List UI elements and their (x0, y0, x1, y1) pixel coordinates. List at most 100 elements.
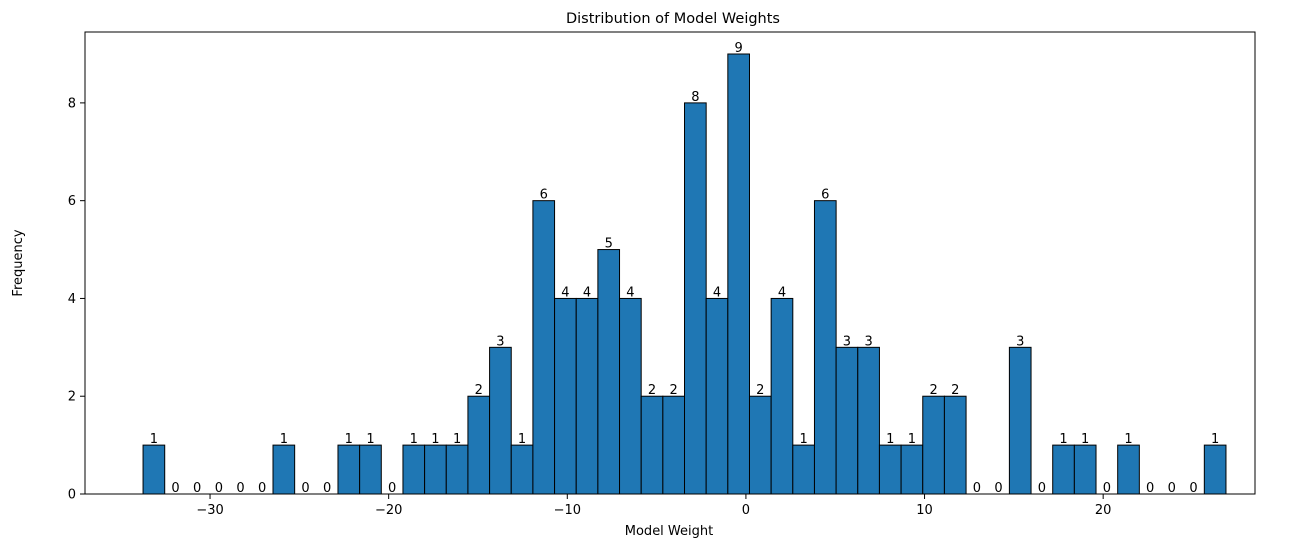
bar-count-label: 1 (150, 432, 158, 447)
bar-count-label: 1 (1124, 432, 1132, 447)
bar-count-label: 0 (1038, 481, 1046, 496)
x-tick-label: −10 (554, 503, 581, 518)
bar-count-label: 0 (1103, 481, 1111, 496)
histogram-bar (424, 444, 447, 495)
histogram-bar (640, 395, 664, 495)
y-axis-label: Frequency (11, 229, 26, 296)
bar-count-label: 1 (431, 432, 439, 447)
x-tick-label: 10 (916, 503, 933, 518)
histogram-bar (748, 395, 772, 495)
histogram-bar (597, 249, 621, 495)
bar-count-label: 0 (1146, 481, 1154, 496)
histogram-bar (337, 444, 361, 495)
histogram-bar (857, 346, 880, 495)
chart-title: Distribution of Model Weights (566, 11, 780, 27)
bars-group (142, 53, 1227, 495)
y-tick-label: 4 (68, 292, 76, 307)
histogram-bar (684, 102, 707, 495)
bar-count-label: 0 (215, 481, 223, 496)
histogram-bar (662, 395, 686, 495)
x-tick-label: 0 (742, 503, 750, 518)
x-axis-ticks: −30 −20 −10 0 10 20 (196, 494, 1111, 518)
histogram-bar (1008, 346, 1032, 495)
y-tick-label: 6 (68, 194, 76, 209)
bar-count-label: 4 (583, 285, 591, 300)
bar-count-label: 0 (323, 481, 331, 496)
histogram-bar (489, 346, 512, 495)
bar-count-label: 0 (193, 481, 201, 496)
y-tick-label: 2 (68, 390, 76, 405)
bar-count-label: 1 (518, 432, 526, 447)
y-tick-label: 0 (68, 488, 76, 503)
histogram-bar (900, 444, 924, 495)
histogram-bar (878, 444, 902, 495)
histogram-bar (813, 200, 837, 495)
bar-count-label: 1 (886, 432, 894, 447)
bar-count-label: 9 (735, 41, 743, 56)
bar-count-label: 3 (1016, 334, 1024, 349)
histogram-bar (1073, 444, 1097, 495)
bar-count-label: 2 (670, 383, 678, 398)
histogram-bar (922, 395, 945, 495)
bar-count-label: 0 (973, 481, 981, 496)
bar-count-label: 3 (864, 334, 872, 349)
histogram-bar (835, 346, 859, 495)
bar-count-label: 3 (496, 334, 504, 349)
plot-frame (84, 31, 1256, 495)
bar-count-label: 8 (691, 90, 699, 105)
bar-count-label: 4 (713, 285, 721, 300)
bar-count-label: 2 (929, 383, 937, 398)
histogram-bar (619, 297, 642, 495)
histogram-bar (554, 297, 577, 495)
bar-count-label: 0 (258, 481, 266, 496)
histogram-bar (445, 444, 469, 495)
histogram-bar (1052, 444, 1075, 495)
bar-count-label: 2 (648, 383, 656, 398)
x-tick-label: 20 (1095, 503, 1112, 518)
bar-count-label: 1 (410, 432, 418, 447)
histogram-bar (705, 297, 729, 495)
bar-count-label: 0 (1189, 481, 1197, 496)
y-axis-ticks: 0 2 4 6 8 (68, 96, 85, 503)
bar-count-label: 5 (605, 237, 613, 252)
histogram-bar (792, 444, 815, 495)
histogram-bar (272, 444, 296, 495)
x-tick-label: −20 (375, 503, 402, 518)
histogram-bar (727, 53, 750, 495)
bar-count-label: 2 (756, 383, 764, 398)
bar-count-label: 1 (453, 432, 461, 447)
histogram-bar (510, 444, 534, 495)
histogram-bar (142, 444, 166, 495)
bar-count-label: 4 (561, 285, 569, 300)
bar-count-label: 0 (388, 481, 396, 496)
y-tick-label: 8 (68, 96, 76, 111)
bar-count-label: 1 (908, 432, 916, 447)
histogram-bar (575, 297, 599, 495)
bar-count-label: 0 (994, 481, 1002, 496)
bar-count-label: 6 (540, 188, 548, 203)
bar-count-label: 6 (821, 188, 829, 203)
x-tick-label: −30 (196, 503, 223, 518)
histogram-bar (532, 200, 556, 495)
histogram-bar (1203, 444, 1227, 495)
bar-count-label: 1 (1081, 432, 1089, 447)
histogram-bar (467, 395, 491, 495)
bar-count-label: 0 (301, 481, 309, 496)
bar-count-label: 1 (1059, 432, 1067, 447)
histogram-bar (943, 395, 967, 495)
bar-count-label: 3 (843, 334, 851, 349)
bar-count-label: 1 (366, 432, 374, 447)
bar-count-label: 4 (626, 285, 634, 300)
bar-count-label: 2 (475, 383, 483, 398)
histogram-bar (770, 297, 794, 495)
histogram-bar (1117, 444, 1140, 495)
bar-count-label: 0 (171, 481, 179, 496)
bar-count-label: 0 (236, 481, 244, 496)
bar-count-label: 0 (1168, 481, 1176, 496)
bar-count-label: 1 (799, 432, 807, 447)
bar-count-label: 1 (1211, 432, 1219, 447)
bar-count-label: 1 (345, 432, 353, 447)
bar-count-label: 1 (280, 432, 288, 447)
